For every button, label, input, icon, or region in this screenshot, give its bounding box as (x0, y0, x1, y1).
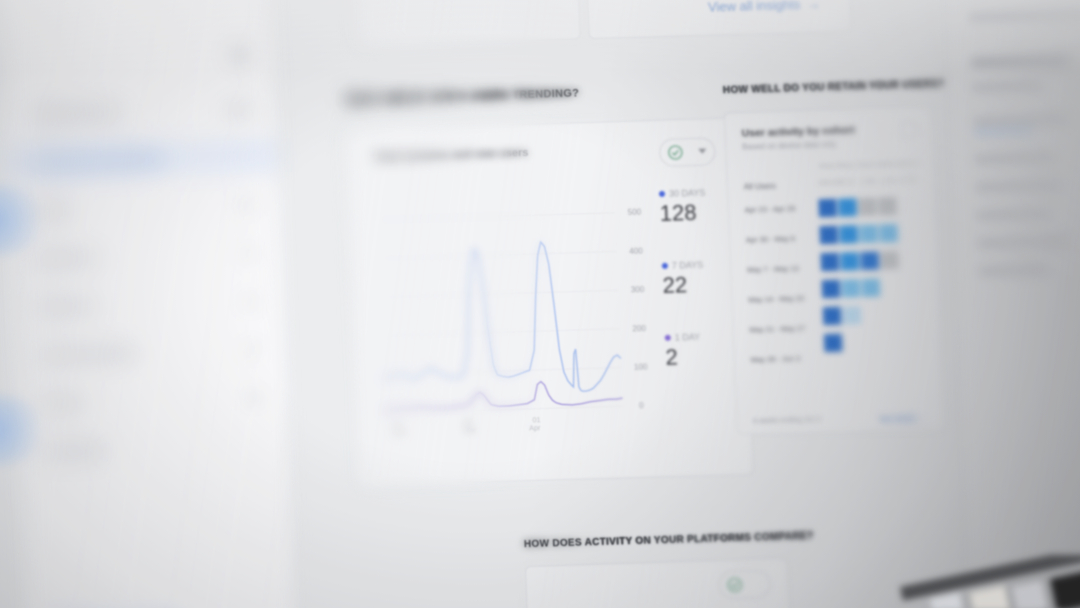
svg-text:300: 300 (631, 285, 645, 294)
svg-text:200: 200 (632, 324, 646, 333)
svg-text:100: 100 (634, 362, 648, 371)
svg-text:0: 0 (639, 401, 644, 410)
svg-text:Apr: Apr (529, 423, 541, 432)
svg-text:Mar: Mar (463, 425, 476, 434)
svg-text:Mar: Mar (393, 427, 406, 436)
svg-text:400: 400 (629, 246, 643, 255)
svg-text:500: 500 (628, 208, 642, 217)
